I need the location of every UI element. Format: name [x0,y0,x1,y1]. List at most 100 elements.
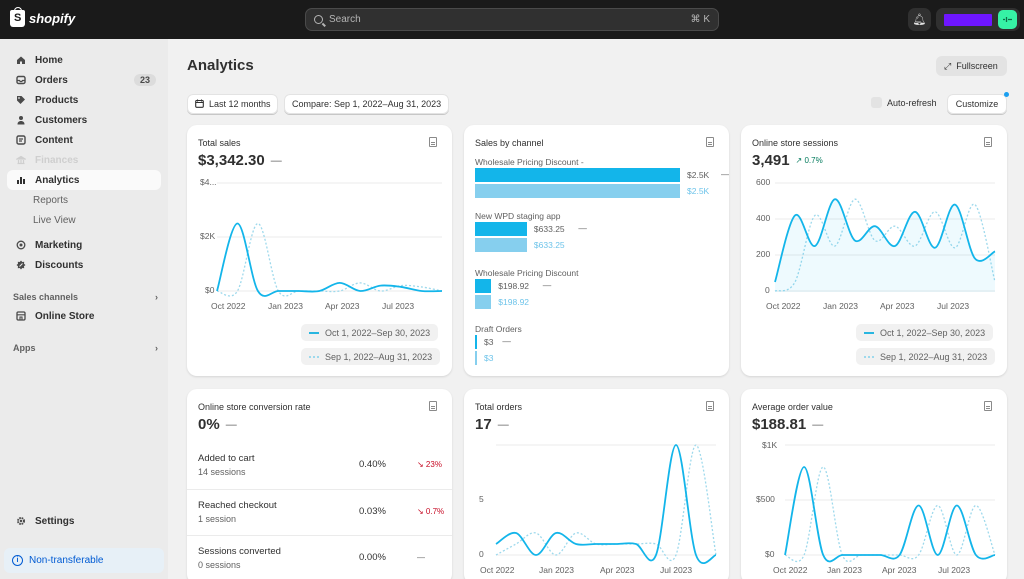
sales-channels-header[interactable]: Sales channels › [13,292,158,302]
fullscreen-button[interactable]: ⤢ Fullscreen [936,56,1007,76]
auto-refresh-toggle[interactable]: Auto-refresh [871,97,937,108]
card-title: Total sales [198,138,241,148]
channel-change: — [502,336,511,346]
x-tick-label: Oct 2022 [766,301,801,311]
legend-label: Sep 1, 2022–Aug 31, 2023 [880,351,988,362]
metric-value: 3,491 [752,152,790,169]
metric-change: — [270,154,282,167]
sidebar-item-label: Home [35,54,63,66]
legend-label: Oct 1, 2022–Sep 30, 2023 [325,327,431,338]
sidebar-item-marketing[interactable]: Marketing [7,235,161,255]
total-sales-card[interactable]: Total sales $3,342.30 — $4... $2K $0 Oct… [187,125,452,376]
y-tick-label: 600 [756,177,771,187]
report-icon[interactable] [706,401,714,411]
x-tick-label: Jul 2023 [938,565,971,575]
sidebar-item-label: Online Store [35,310,95,322]
legend-label: Sep 1, 2022–Aug 31, 2023 [325,351,433,362]
apps-header[interactable]: Apps › [13,343,158,353]
total-orders-chart [495,444,717,564]
channel-value-previous: $3 [484,353,494,363]
conversion-step-sessions: 0 sessions [198,560,241,570]
metric-value: $188.81 [752,416,807,433]
gear-icon [15,516,26,527]
sidebar-item-products[interactable]: Products [7,90,161,110]
conversion-step-sessions: 14 sessions [198,467,246,477]
sales-by-channel-card[interactable]: Sales by channel Wholesale Pricing Disco… [464,125,729,376]
x-tick-label: Jan 2023 [539,565,574,575]
sessions-card[interactable]: Online store sessions 3,491 ↗ 0.7% 600 4… [741,125,1007,376]
aov-card[interactable]: Average order value $188.81 — $1K $500 $… [741,389,1007,579]
series-line-current [495,444,717,564]
channel-name: New WPD staging app [475,211,561,221]
conversion-step-change: — [417,553,425,562]
series-line-current [784,466,996,563]
sidebar-item-home[interactable]: Home [7,50,161,70]
report-icon[interactable] [706,137,714,147]
sidebar-item-live-view[interactable]: Live View [7,210,161,230]
channel-bar-current [475,335,477,349]
sidebar-item-customers[interactable]: Customers [7,110,161,130]
compare-range-label: Compare: Sep 1, 2022–Aug 31, 2023 [292,99,442,109]
y-tick-label: $500 [756,494,775,504]
avatar-glyph-icon [1003,17,1012,22]
apps-label: Apps [13,343,36,353]
conversion-rate-card[interactable]: Online store conversion rate 0% — Added … [187,389,452,579]
conversion-value: 0% — [198,416,237,433]
report-icon[interactable] [984,401,992,411]
orders-count-badge: 23 [133,74,156,86]
notifications-button[interactable]: 🔔︎ [908,8,931,31]
shopify-logo[interactable]: shopify [10,7,75,27]
auto-refresh-checkbox[interactable] [871,97,882,108]
card-title: Sales by channel [475,138,544,148]
channel-value-previous: $2.5K [687,186,710,196]
sidebar-item-online-store[interactable]: Online Store [7,306,161,326]
x-tick-label: Apr 2023 [600,565,635,575]
sidebar-item-label: Marketing [35,239,83,251]
non-transferable-banner[interactable]: i Non-transferable [4,548,164,573]
store-menu-button[interactable] [936,8,1020,31]
channel-bar-current [475,222,527,236]
total-orders-card[interactable]: Total orders 17 — 5 0 Oct 2022 Jan 2023 … [464,389,729,579]
channel-bar-previous [475,184,680,198]
sidebar-item-finances[interactable]: Finances [7,150,161,170]
channel-bar-current [475,168,680,182]
sidebar-item-content[interactable]: Content [7,130,161,150]
series-line-current [216,222,443,297]
y-tick-label: 0 [479,549,484,559]
sidebar-item-discounts[interactable]: Discounts [7,255,161,275]
report-icon[interactable] [429,401,437,411]
customize-notification-dot [1004,92,1009,97]
customize-button[interactable]: Customize [947,94,1007,114]
channel-change: — [542,280,552,290]
search-input[interactable]: Search ⌘ K [305,8,719,31]
metric-change: — [812,418,824,431]
channel-value-current: $2.5K [687,170,710,180]
legend-swatch [864,355,874,358]
date-range-button[interactable]: Last 12 months [187,94,278,114]
report-icon[interactable] [984,137,992,147]
conversion-step-name: Added to cart [198,453,255,464]
sidebar-item-analytics[interactable]: Analytics [7,170,161,190]
orders-icon [15,75,26,86]
x-tick-label: Oct 2022 [211,301,246,311]
x-tick-label: Jul 2023 [660,565,693,575]
report-icon[interactable] [429,137,437,147]
y-tick-label: 0 [765,285,770,295]
compare-range-button[interactable]: Compare: Sep 1, 2022–Aug 31, 2023 [284,94,449,114]
channel-name: Wholesale Pricing Discount - [475,157,584,167]
legend-current: Oct 1, 2022–Sep 30, 2023 [301,324,439,341]
metric-value: 17 [475,416,492,433]
sidebar-item-orders[interactable]: Orders 23 [7,70,161,90]
bell-icon: 🔔︎ [912,14,927,26]
x-tick-label: Oct 2022 [773,565,808,575]
sidebar-item-reports[interactable]: Reports [7,190,161,210]
sidebar-item-settings[interactable]: Settings [7,511,161,531]
metric-change: — [225,418,237,431]
x-tick-label: Jan 2023 [268,301,303,311]
home-icon [15,55,26,66]
channel-value-current: $3 [484,337,494,347]
top-bar: shopify Search ⌘ K 🔔︎ [0,0,1024,39]
chevron-right-icon: › [155,343,158,353]
info-icon: i [12,555,23,566]
fullscreen-label: Fullscreen [956,61,998,71]
